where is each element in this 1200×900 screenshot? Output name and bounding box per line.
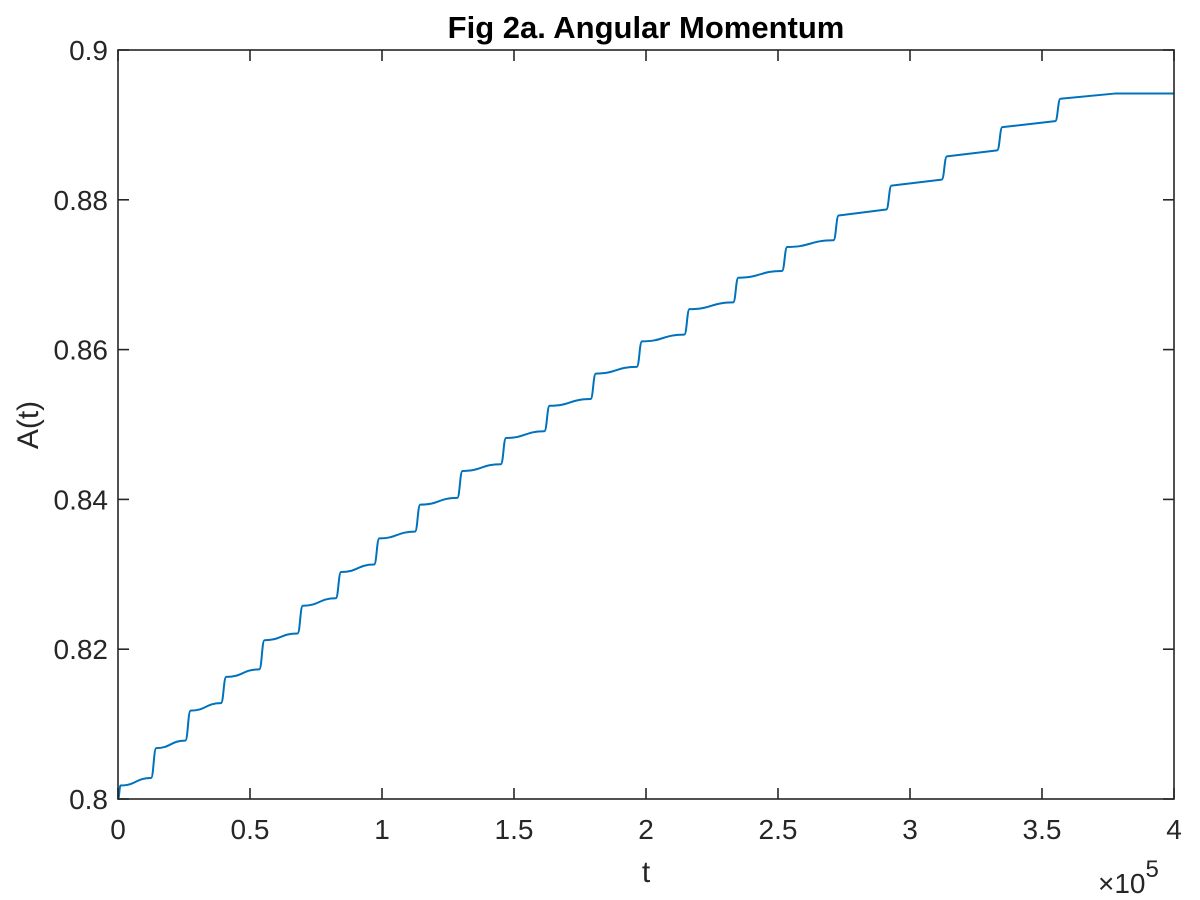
x-axis-exponent-base: ×10 bbox=[1098, 868, 1146, 899]
x-axis-exponent-power: 5 bbox=[1146, 856, 1159, 883]
x-axis: 0 0.5 1 1.5 2 2.5 3 3.5 4 bbox=[110, 50, 1182, 845]
y-tick-label: 0.86 bbox=[54, 335, 109, 366]
x-axis-exponent: ×105 bbox=[1098, 856, 1159, 899]
y-tick-label: 0.8 bbox=[69, 784, 108, 815]
chart-title: Fig 2a. Angular Momentum bbox=[448, 10, 845, 45]
y-tick-label: 0.82 bbox=[54, 634, 109, 665]
y-tick-label: 0.88 bbox=[54, 185, 109, 216]
x-tick-label: 3.5 bbox=[1023, 814, 1062, 845]
x-tick-label: 1.5 bbox=[495, 814, 534, 845]
x-tick-label: 0.5 bbox=[231, 814, 270, 845]
y-tick-label: 0.9 bbox=[69, 35, 108, 66]
x-tick-label: 0 bbox=[110, 814, 126, 845]
x-axis-label: t bbox=[642, 856, 651, 889]
y-axis: 0.8 0.82 0.84 0.86 0.88 0.9 bbox=[54, 35, 1174, 815]
x-tick-label: 2.5 bbox=[759, 814, 798, 845]
y-tick-label: 0.84 bbox=[54, 484, 109, 515]
axes-box bbox=[117, 49, 1175, 800]
y-axis-label: A(t) bbox=[12, 401, 45, 449]
x-tick-label: 4 bbox=[1166, 814, 1182, 845]
x-tick-label: 3 bbox=[902, 814, 918, 845]
x-tick-label: 2 bbox=[638, 814, 654, 845]
plot-area bbox=[117, 92, 1174, 800]
series-line-0 bbox=[117, 92, 1174, 800]
x-tick-label: 1 bbox=[374, 814, 390, 845]
